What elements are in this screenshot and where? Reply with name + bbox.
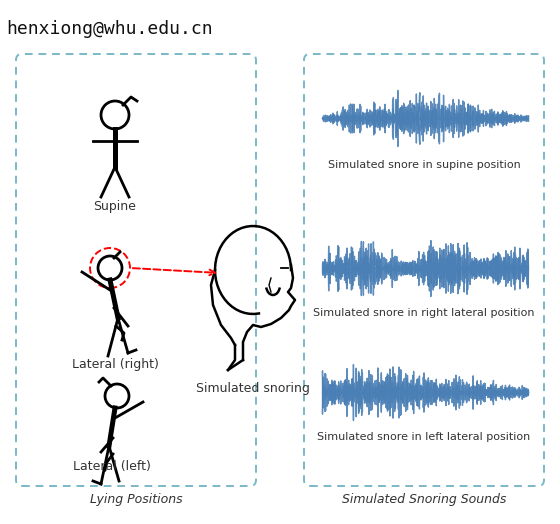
Text: Lying Positions: Lying Positions: [90, 493, 183, 506]
Text: henxiong@whu.edu.cn: henxiong@whu.edu.cn: [6, 20, 213, 38]
Text: Simulated snoring: Simulated snoring: [196, 382, 310, 395]
Text: Lateral (right): Lateral (right): [72, 358, 158, 371]
FancyBboxPatch shape: [304, 54, 544, 486]
FancyBboxPatch shape: [16, 54, 256, 486]
Text: Simulated snore in supine position: Simulated snore in supine position: [328, 160, 520, 170]
Text: Simulated Snoring Sounds: Simulated Snoring Sounds: [342, 493, 506, 506]
Text: Lateral (left): Lateral (left): [73, 460, 151, 473]
Text: Simulated snore in left lateral position: Simulated snore in left lateral position: [318, 432, 531, 442]
Text: Supine: Supine: [94, 200, 137, 213]
Text: Simulated snore in right lateral position: Simulated snore in right lateral positio…: [313, 308, 535, 318]
